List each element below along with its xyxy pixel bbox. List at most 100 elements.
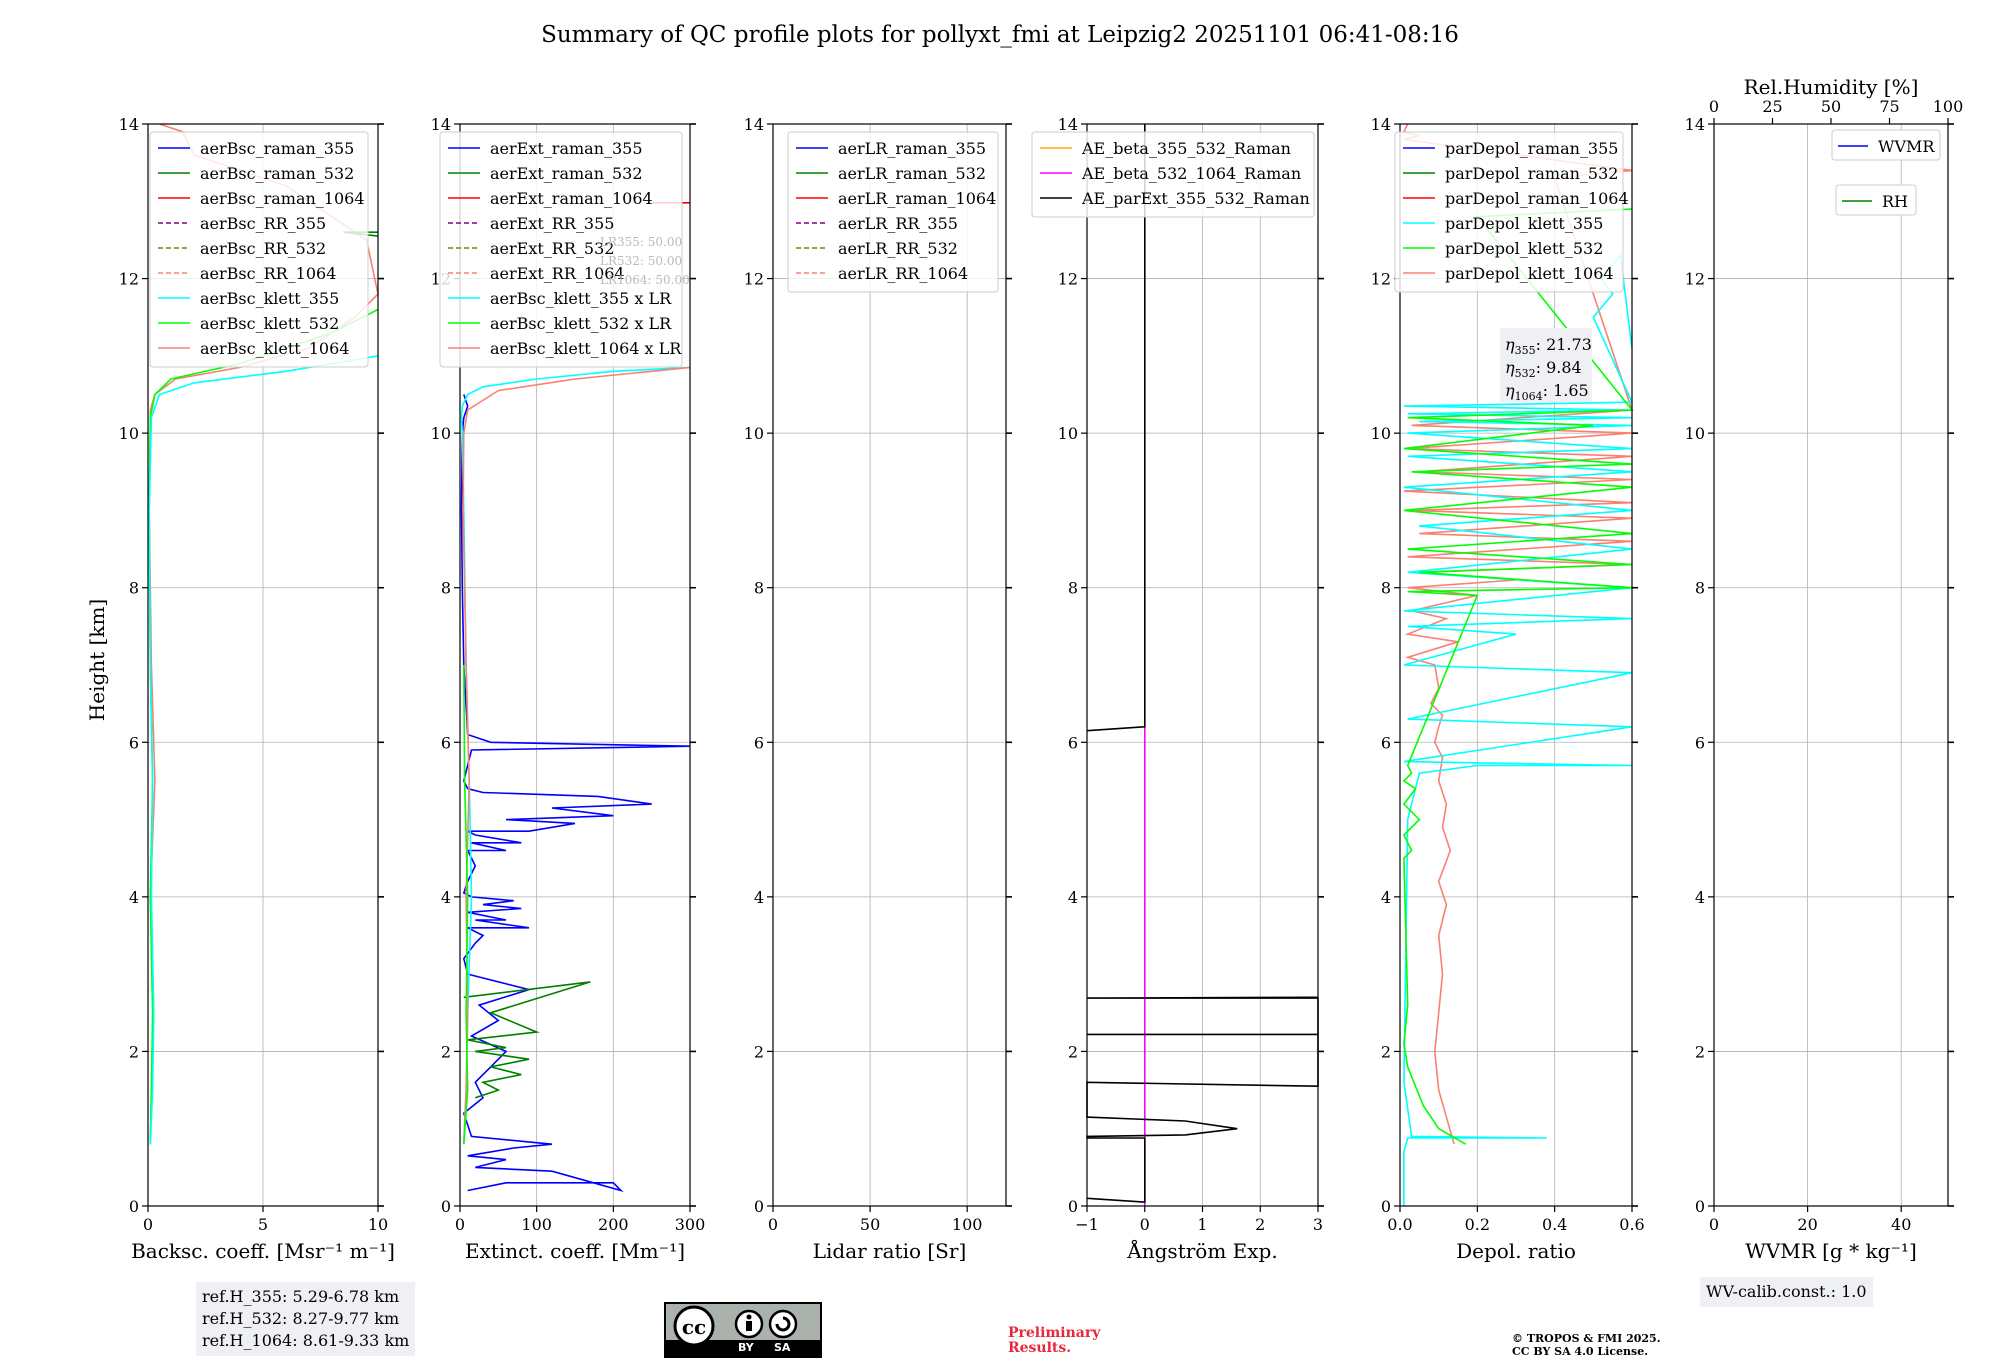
x-tick-label: 300 (675, 1215, 706, 1234)
y-tick-label: 0 (1695, 1197, 1705, 1216)
x-tick-label: 0 (143, 1215, 153, 1234)
y-tick-label: 2 (441, 1042, 451, 1061)
cc-license-badge[interactable]: cc BY SA (664, 1302, 822, 1358)
x-tick-label: 0 (1140, 1215, 1150, 1234)
x-tick-label: 0 (768, 1215, 778, 1234)
y-tick-label: 10 (431, 424, 451, 443)
cc-by-label: BY (738, 1341, 754, 1354)
legend-label: aerBsc_klett_532 (200, 314, 339, 333)
legend-label: WVMR (1878, 137, 1935, 156)
lidar-ratio-note: LR532: 50.00 (600, 254, 682, 268)
y-tick-label: 6 (1381, 733, 1391, 752)
legend-label: aerLR_RR_355 (838, 214, 958, 233)
legend-label: parDepol_klett_355 (1445, 214, 1603, 233)
y-tick-label: 8 (1068, 579, 1078, 598)
axes-frame (772, 123, 1007, 1207)
x-tick-label: 0.2 (1465, 1215, 1490, 1234)
series-line-aerExt-raman-532 (463, 981, 591, 1099)
eta-1064: η1064: 1.65 (1505, 381, 1589, 403)
legend-label: aerBsc_RR_532 (200, 239, 326, 258)
legend-label: aerExt_RR_532 (490, 239, 614, 258)
figure-title: Summary of QC profile plots for pollyxt_… (541, 22, 1459, 48)
legend-box (149, 131, 369, 368)
preliminary-line1: Preliminary (1008, 1325, 1101, 1341)
legend-label: aerLR_RR_532 (838, 239, 958, 258)
legend-label: aerBsc_klett_355 x LR (490, 289, 672, 308)
y-tick-label: 0 (754, 1197, 764, 1216)
legend-label: aerExt_RR_1064 (490, 264, 625, 283)
y-tick-label: 6 (1068, 733, 1078, 752)
y-tick-label: 2 (1381, 1042, 1391, 1061)
ref-height-355: ref.H_355: 5.29-6.78 km (202, 1287, 400, 1306)
legend-label: AE_beta_355_532_Raman (1081, 139, 1291, 158)
y-tick-label: 10 (1058, 424, 1078, 443)
x-tick-label: 0.0 (1387, 1215, 1412, 1234)
axes-frame (459, 123, 691, 1207)
y-tick-label: 6 (754, 733, 764, 752)
y-tick-label: 10 (119, 424, 139, 443)
y-tick-label: 8 (754, 579, 764, 598)
preliminary-line2: Results. (1008, 1340, 1072, 1356)
legend-label: aerLR_raman_1064 (838, 189, 996, 208)
legend-label: aerExt_raman_1064 (490, 189, 653, 208)
legend-label: aerLR_RR_1064 (838, 264, 968, 283)
y-tick-label: 2 (1068, 1042, 1078, 1061)
eta-355: η355: 21.73 (1505, 335, 1592, 357)
x-tick-label: 0.4 (1542, 1215, 1567, 1234)
x-tick-label: 50 (860, 1215, 880, 1234)
legend-label: aerBsc_RR_355 (200, 214, 326, 233)
eta-532: η532: 9.84 (1505, 358, 1582, 380)
y-tick-label: 0 (129, 1197, 139, 1216)
svg-text:cc: cc (682, 1315, 706, 1339)
top-tick-label: 25 (1762, 97, 1782, 116)
y-tick-label: 4 (1068, 888, 1078, 907)
legend-label: RH (1882, 192, 1908, 211)
y-tick-label: 12 (1058, 270, 1078, 289)
series-line-aerBsc-klett-532 (148, 308, 379, 1145)
panel-ext: 024681012140100200300Extinct. coeff. [Mm… (431, 115, 706, 1263)
legend-label: aerBsc_klett_532 x LR (490, 314, 672, 333)
y-tick-label: 6 (441, 733, 451, 752)
legend-box (1031, 131, 1315, 218)
legend-label: aerBsc_klett_355 (200, 289, 339, 308)
y-tick-label: 2 (129, 1042, 139, 1061)
preliminary-note: Preliminary Results. (1008, 1326, 1100, 1356)
y-tick-label: 14 (1058, 115, 1078, 134)
legend-label: parDepol_raman_532 (1445, 164, 1618, 183)
top-tick-label: 100 (1933, 97, 1964, 116)
legend-label: parDepol_klett_1064 (1445, 264, 1614, 283)
y-tick-label: 8 (441, 579, 451, 598)
legend-label: aerBsc_raman_355 (200, 139, 354, 158)
y-tick-label: 4 (1695, 888, 1705, 907)
x-tick-label: 0 (455, 1215, 465, 1234)
series-line-parDepol-klett-532 (1402, 208, 1634, 1145)
legend-label: AE_parExt_355_532_Raman (1081, 189, 1310, 208)
series-line-aerBsc-klett-355 (148, 355, 379, 1145)
ref-height-532: ref.H_532: 8.27-9.77 km (202, 1309, 400, 1328)
x-tick-label: 3 (1313, 1215, 1323, 1234)
y-tick-label: 0 (1381, 1197, 1391, 1216)
y-tick-label: 0 (1068, 1197, 1078, 1216)
legend-label: aerExt_raman_355 (490, 139, 643, 158)
legend-label: parDepol_raman_355 (1445, 139, 1618, 158)
y-tick-label: 4 (1381, 888, 1391, 907)
y-tick-label: 8 (129, 579, 139, 598)
legend-label: aerLR_raman_355 (838, 139, 986, 158)
top-tick-label: 50 (1821, 97, 1841, 116)
y-tick-label: 8 (1381, 579, 1391, 598)
y-tick-label: 12 (744, 270, 764, 289)
y-tick-label: 0 (441, 1197, 451, 1216)
ref-height-1064: ref.H_1064: 8.61-9.33 km (202, 1331, 410, 1350)
legend-label: parDepol_klett_532 (1445, 239, 1603, 258)
x-tick-label: 5 (258, 1215, 268, 1234)
legend-box (1394, 131, 1624, 293)
x-tick-label: 10 (368, 1215, 388, 1234)
wv-calibration-box: WV-calib.const.: 1.0 (1700, 1277, 1873, 1307)
y-tick-label: 4 (129, 888, 139, 907)
x-axis-label: Ångström Exp. (1126, 1238, 1277, 1263)
eta-box (1500, 328, 1592, 402)
y-tick-label: 12 (119, 270, 139, 289)
axes-frame (1713, 123, 1949, 1207)
